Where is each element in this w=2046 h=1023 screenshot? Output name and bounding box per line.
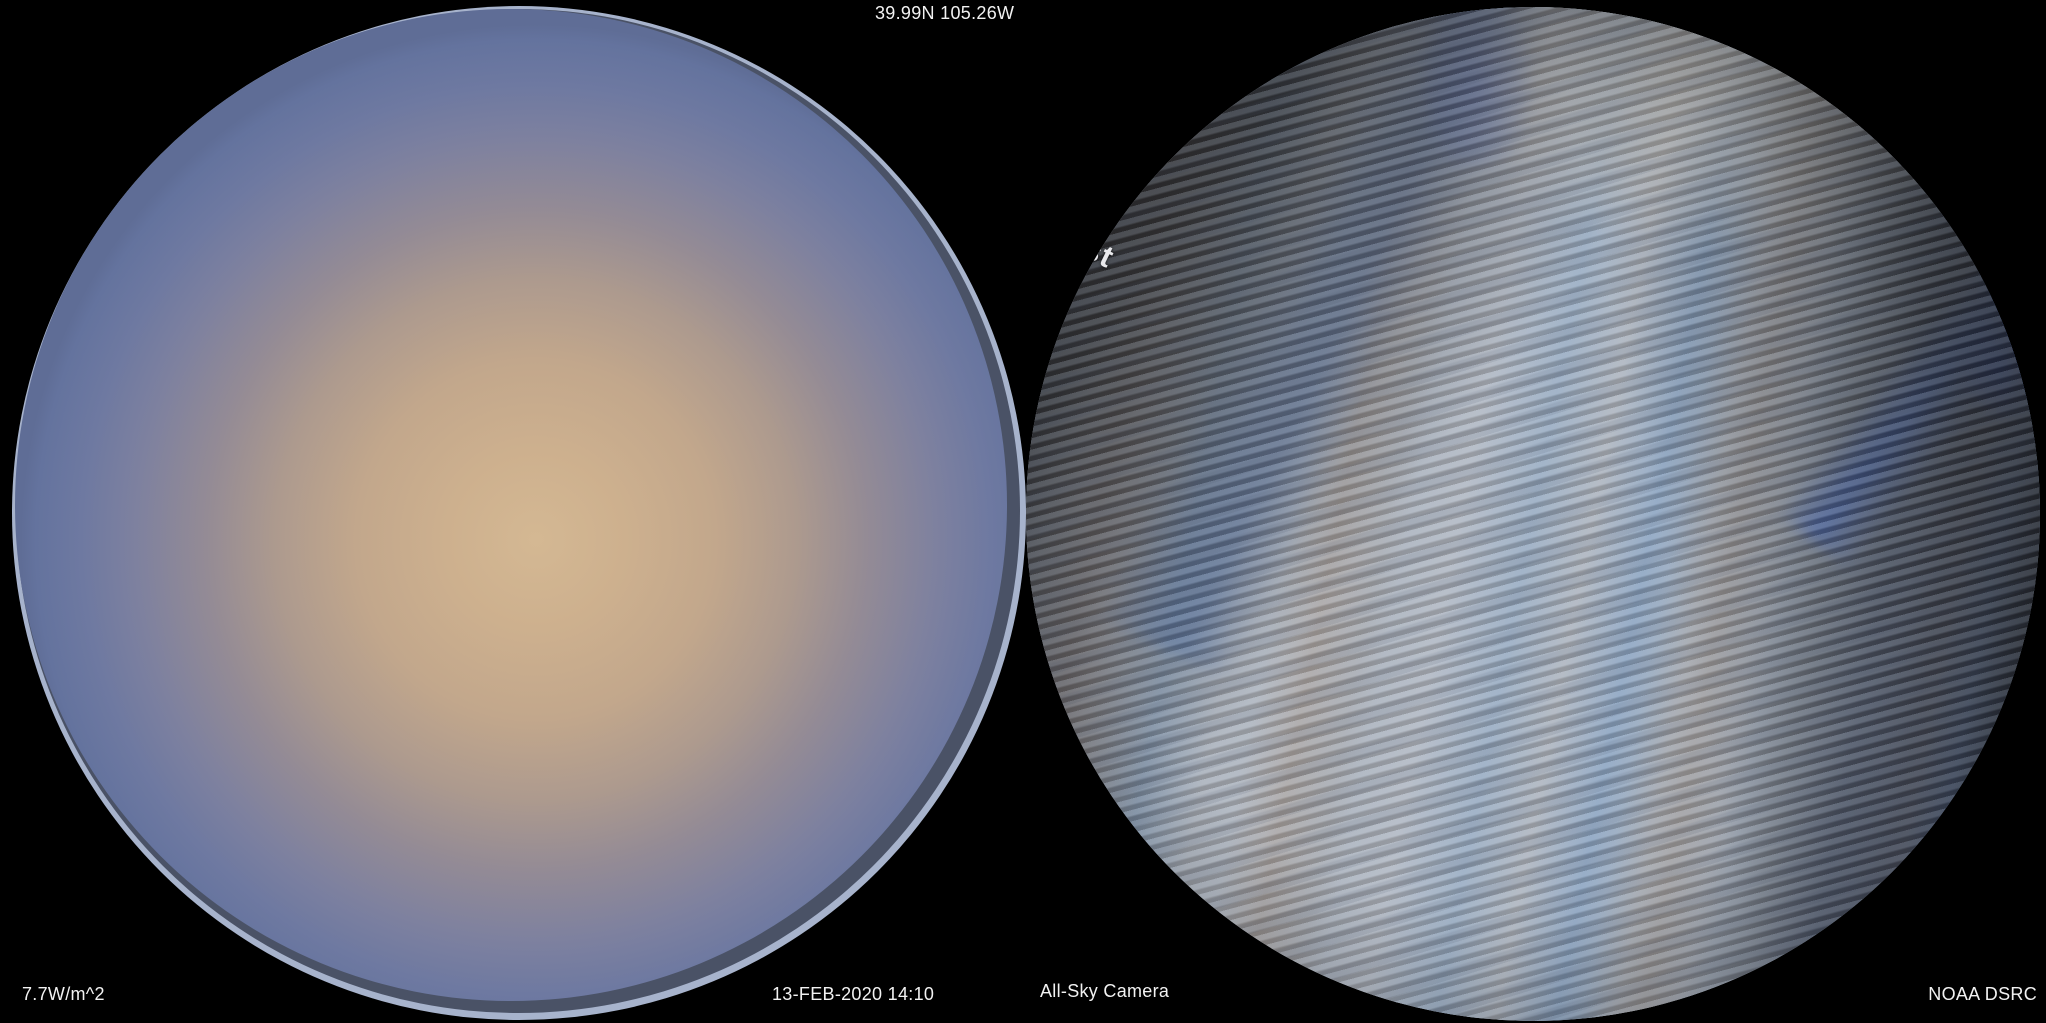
irradiance-value: 7.7W/m^2 [22,984,105,1004]
capture-datetime: 13-FEB-2020 14:10 [772,984,935,1004]
edge-vignette [1026,7,2040,1021]
agency-credit: NOAA DSRC [1928,984,2037,1004]
camera-title: All-Sky Camera [1040,981,1170,1001]
irradiance-fisheye-image [12,6,1026,1020]
allsky-fisheye-image: st [1026,7,2040,1021]
location-coordinates: 39.99N 105.26W [875,3,1015,23]
hazy-sky-sun-glow [15,9,1007,1001]
